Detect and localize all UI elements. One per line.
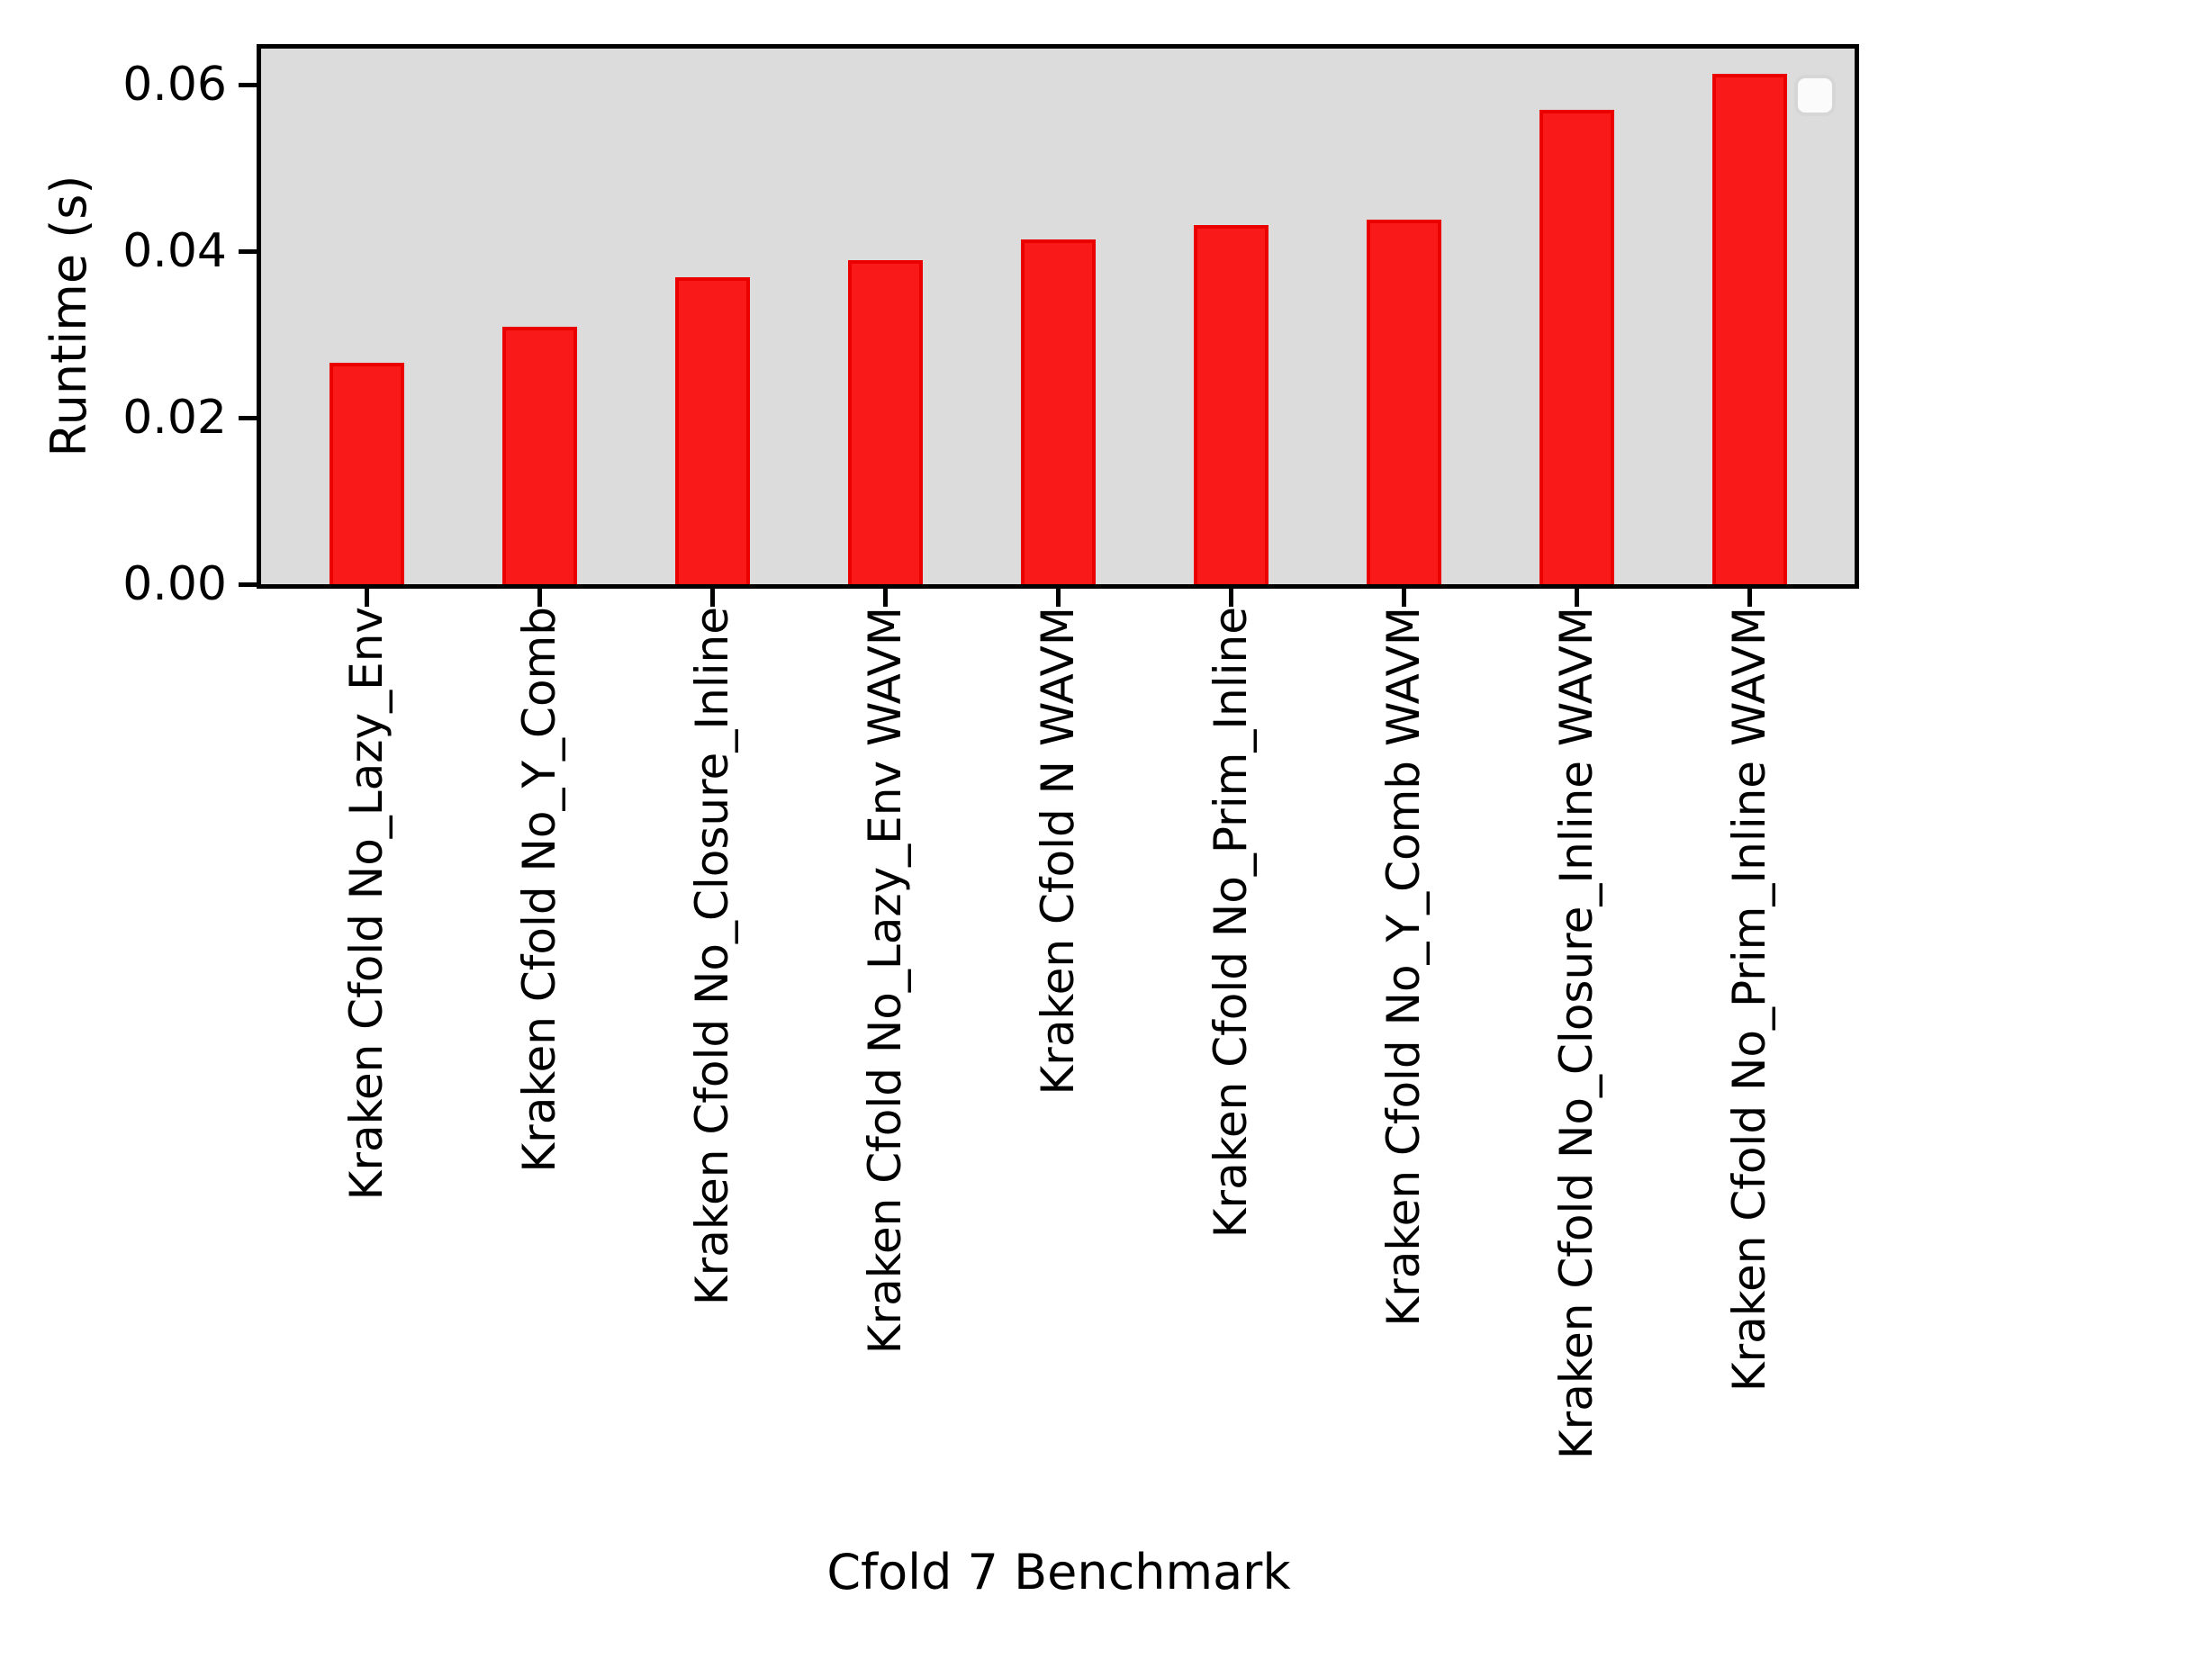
x-tick-mark [1747, 589, 1752, 607]
x-category-label: Kraken Cfold No_Y_Comb [513, 607, 565, 1173]
x-tick-mark [1056, 589, 1061, 607]
bar-7 [1367, 220, 1441, 584]
x-tick-mark [537, 589, 542, 607]
bar-1 [330, 363, 404, 584]
bar-2 [502, 327, 577, 584]
y-axis-label: Runtime (s) [41, 175, 97, 457]
bar-5 [1021, 239, 1096, 584]
x-tick-mark [1575, 589, 1579, 607]
x-category-label: Kraken Cfold No_Prim_Inline WAVM [1723, 607, 1775, 1393]
legend-box [1794, 75, 1836, 116]
y-tick-mark [239, 582, 257, 587]
bar-9 [1712, 74, 1787, 584]
x-tick-mark [710, 589, 715, 607]
x-axis-label: Cfold 7 Benchmark [826, 1544, 1291, 1600]
x-tick-mark [1229, 589, 1233, 607]
plot-area [257, 44, 1859, 589]
y-tick-label: 0.04 [122, 224, 227, 278]
x-tick-mark [883, 589, 888, 607]
y-tick-mark [239, 82, 257, 87]
bar-4 [848, 260, 923, 584]
x-tick-mark [1402, 589, 1406, 607]
y-tick-label: 0.06 [122, 58, 227, 112]
x-category-label: Kraken Cfold No_Y_Comb WAVM [1377, 607, 1430, 1327]
y-tick-label: 0.02 [122, 391, 227, 445]
bar-3 [675, 277, 750, 584]
x-category-label: Kraken Cfold No_Prim_Inline [1205, 607, 1257, 1239]
x-category-label: Kraken Cfold No_Lazy_Env [340, 607, 393, 1201]
y-tick-mark [239, 415, 257, 420]
bar-6 [1194, 225, 1269, 584]
y-tick-mark [239, 248, 257, 254]
x-tick-mark [365, 589, 369, 607]
x-category-label: Kraken Cfold No_Closure_Inline WAVM [1550, 607, 1603, 1460]
x-category-label: Kraken Cfold No_Closure_Inline [686, 607, 738, 1306]
bar-8 [1539, 110, 1614, 584]
x-category-label: Kraken Cfold N WAVM [1032, 607, 1084, 1095]
y-tick-label: 0.00 [122, 557, 227, 611]
x-category-label: Kraken Cfold No_Lazy_Env WAVM [859, 607, 911, 1355]
